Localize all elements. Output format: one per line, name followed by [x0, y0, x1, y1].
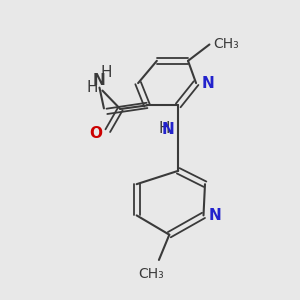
Text: H: H: [158, 121, 170, 136]
Text: H: H: [101, 65, 112, 80]
Text: N: N: [93, 73, 106, 88]
Text: N: N: [201, 76, 214, 91]
Text: N: N: [162, 122, 175, 137]
Text: H: H: [86, 80, 98, 95]
Text: N: N: [209, 208, 222, 223]
Text: O: O: [89, 126, 102, 141]
Text: CH₃: CH₃: [139, 267, 164, 281]
Text: CH₃: CH₃: [213, 38, 239, 52]
